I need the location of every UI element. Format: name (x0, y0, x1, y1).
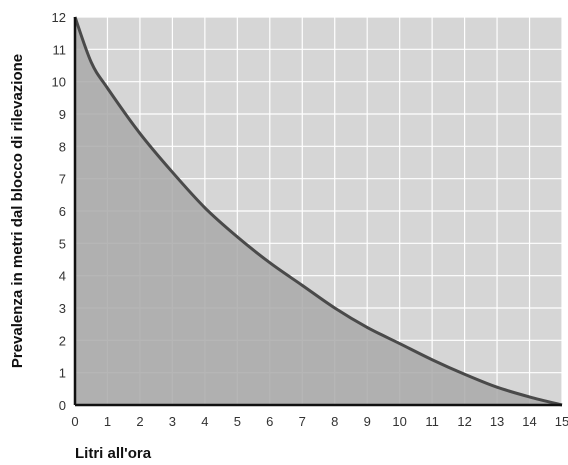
x-tick-label: 7 (299, 414, 306, 429)
y-tick-label: 12 (52, 10, 66, 25)
x-tick-label: 3 (169, 414, 176, 429)
x-tick-label: 2 (136, 414, 143, 429)
x-tick-label: 6 (266, 414, 273, 429)
x-tick-label: 0 (71, 414, 78, 429)
x-tick-label: 10 (392, 414, 406, 429)
x-tick-label: 4 (201, 414, 208, 429)
y-tick-label: 3 (59, 301, 66, 316)
area-fill (75, 17, 562, 405)
y-axis-title: Prevalenza in metri dal blocco di rileva… (9, 54, 26, 368)
x-tick-label: 11 (425, 414, 439, 429)
x-tick-label: 5 (234, 414, 241, 429)
x-axis-title: Litri all'ora (75, 445, 152, 462)
y-tick-label: 4 (59, 269, 66, 284)
x-tick-label: 12 (457, 414, 471, 429)
y-tick-label: 9 (59, 107, 66, 122)
x-tick-labels: 0 1 2 3 4 5 6 7 8 9 10 11 12 13 14 15 (71, 414, 568, 429)
x-tick-label: 13 (490, 414, 504, 429)
y-tick-label: 8 (59, 139, 66, 154)
y-tick-label: 10 (52, 75, 66, 90)
y-tick-label: 1 (59, 366, 66, 381)
y-tick-label: 5 (59, 236, 66, 251)
grid-lines (75, 16, 563, 405)
y-tick-label: 0 (59, 398, 66, 413)
y-tick-label: 6 (59, 204, 66, 219)
y-tick-label: 7 (59, 172, 66, 187)
y-tick-label: 11 (53, 42, 67, 57)
x-tick-label: 1 (104, 414, 111, 429)
x-tick-label: 14 (522, 414, 536, 429)
series-line (73, 16, 563, 407)
x-tick-label: 9 (364, 414, 371, 429)
x-tick-label: 15 (555, 414, 568, 429)
y-tick-label: 2 (59, 333, 66, 348)
x-tick-label: 8 (331, 414, 338, 429)
